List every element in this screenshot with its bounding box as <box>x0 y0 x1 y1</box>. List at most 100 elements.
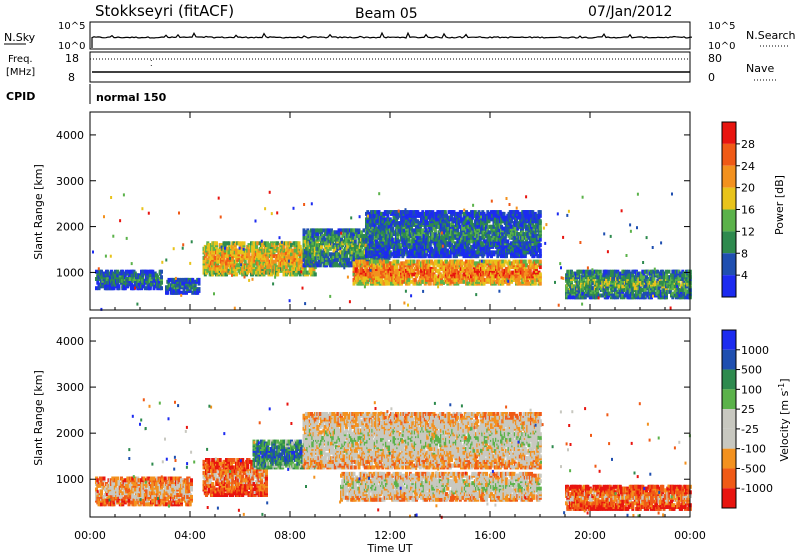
heatmap-cell <box>95 269 98 274</box>
heatmap-cell <box>166 290 170 295</box>
heatmap-cell <box>206 268 210 273</box>
heatmap-cell <box>267 263 271 268</box>
heatmap-cell <box>316 263 320 268</box>
beam-label: Beam 05 <box>355 6 418 22</box>
freq-right-tick-bottom: 0 <box>708 71 715 84</box>
freq-label-1: Freq. <box>8 54 33 65</box>
heatmap-cell <box>225 261 228 266</box>
heatmap-cell <box>235 272 238 277</box>
heatmap-cell <box>538 265 542 270</box>
heatmap-cell <box>327 228 331 233</box>
heatmap-cell <box>506 239 510 244</box>
heatmap-cell <box>220 243 223 248</box>
heatmap-cell <box>227 241 231 246</box>
noise-trace <box>91 31 693 48</box>
heatmap-cell <box>276 272 280 277</box>
heatmap-cell <box>443 210 447 215</box>
heatmap-cell <box>276 241 280 246</box>
heatmap-cell <box>413 277 417 282</box>
heatmap-cell <box>307 257 311 262</box>
heatmap-cell <box>106 273 110 278</box>
heatmap-cell <box>333 230 337 235</box>
noise-right-label: N.Search <box>746 29 796 42</box>
date-label: 07/Jan/2012 <box>588 4 672 20</box>
heatmap-cell <box>143 286 147 291</box>
heatmap-cell <box>297 261 301 266</box>
heatmap-cell <box>242 241 246 246</box>
heatmap-cell <box>396 259 400 264</box>
heatmap-cell <box>428 281 432 286</box>
heatmap-cell <box>538 259 542 264</box>
heatmap-cell <box>180 277 183 282</box>
heatmap-cell <box>345 254 348 259</box>
freq-right-tick-top: 80 <box>708 52 722 65</box>
heatmap-cell <box>233 268 237 273</box>
heatmap-cell <box>316 228 320 233</box>
heatmap-cell <box>538 281 542 286</box>
noise-right-tick-top: 10^5 <box>708 21 735 32</box>
heatmap-cell <box>312 237 316 242</box>
heatmap-cell <box>255 244 258 249</box>
heatmap-cell <box>116 269 120 274</box>
noise-right-tick-bottom: 10^0 <box>708 41 735 52</box>
heatmap-cell <box>197 277 201 282</box>
heatmap-cell <box>296 257 300 262</box>
heatmap-cell <box>222 254 226 259</box>
heatmap-cell <box>353 239 357 244</box>
heatmap-cell <box>106 269 110 274</box>
heatmap-cell <box>298 244 302 249</box>
heatmap-cell <box>291 255 295 260</box>
heatmap-cell <box>325 261 328 266</box>
heatmap-cell <box>182 288 186 293</box>
heatmap-cell <box>113 269 117 274</box>
heatmap-cell <box>502 263 506 268</box>
noise-left-label: N.Sky <box>4 31 36 44</box>
freq-left-tick-bottom: 8 <box>68 71 75 84</box>
heatmap-cell <box>177 277 181 282</box>
heatmap-cell <box>160 286 163 291</box>
heatmap-cell <box>303 266 307 271</box>
nave-label: Nave <box>746 62 774 75</box>
heatmap-cell <box>322 228 326 233</box>
site-title: Stokkseyri (fitACF) <box>95 2 234 20</box>
heatmap-cell <box>335 261 338 266</box>
heatmap-cell <box>215 241 218 246</box>
heatmap-cell <box>456 228 460 233</box>
heatmap-cell <box>217 254 221 259</box>
heatmap-cell <box>247 259 251 264</box>
heatmap-cell <box>117 284 121 289</box>
heatmap-cell <box>347 257 351 262</box>
power-heatmap <box>92 190 692 311</box>
heatmap-cell <box>223 241 227 246</box>
heatmap-cell <box>505 254 508 259</box>
heatmap-cell <box>320 228 323 233</box>
heatmap-cell <box>180 290 183 295</box>
heatmap-cell <box>297 241 301 246</box>
heatmap-cell <box>112 278 116 283</box>
heatmap-cell <box>100 269 103 274</box>
heatmap-cell <box>288 255 292 260</box>
noise-left-tick-top: 10^5 <box>58 21 85 32</box>
heatmap-cell <box>313 272 317 277</box>
heatmap-cell <box>448 254 452 259</box>
noise-panel-frame <box>89 21 691 50</box>
heatmap-cell <box>328 246 332 251</box>
heatmap-cell <box>237 263 241 268</box>
heatmap-cell <box>338 261 342 266</box>
heatmap-cell <box>127 282 131 287</box>
heatmap-cell <box>273 259 277 264</box>
heatmap-cell <box>268 268 272 273</box>
heatmap-cell <box>167 277 171 282</box>
noise-left-tick-bottom: 10^0 <box>58 41 85 52</box>
heatmap-cell <box>291 248 295 253</box>
heatmap-cell <box>327 257 331 262</box>
heatmap-cell <box>305 246 308 251</box>
heatmap-cell <box>197 287 201 292</box>
heatmap-cell <box>323 237 327 242</box>
heatmap-cell <box>391 226 395 231</box>
heatmap-cell <box>303 270 307 275</box>
heatmap-cell <box>150 282 153 287</box>
heatmap-cell <box>256 241 260 246</box>
heatmap-cell <box>325 241 328 246</box>
